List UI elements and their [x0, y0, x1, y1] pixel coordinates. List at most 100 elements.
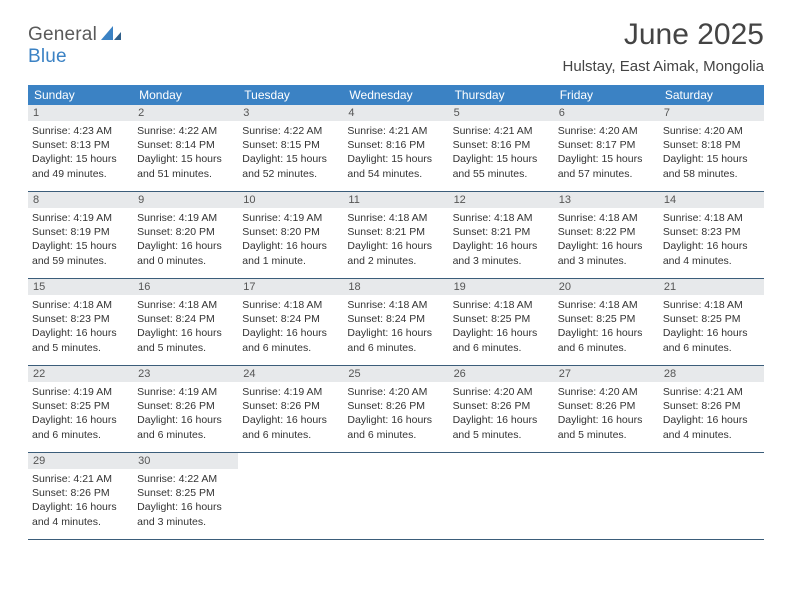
sunset-line: Sunset: 8:18 PM: [663, 138, 760, 152]
sunset-line: Sunset: 8:17 PM: [558, 138, 655, 152]
daylight-line-1: Daylight: 16 hours: [453, 239, 550, 253]
daylight-line-2: and 6 minutes.: [663, 341, 760, 355]
sunset-line: Sunset: 8:26 PM: [347, 399, 444, 413]
sunset-line: Sunset: 8:15 PM: [242, 138, 339, 152]
calendar-day: 25Sunrise: 4:20 AMSunset: 8:26 PMDayligh…: [343, 366, 448, 452]
sunrise-line: Sunrise: 4:18 AM: [558, 211, 655, 225]
daylight-line-2: and 57 minutes.: [558, 167, 655, 181]
title-block: June 2025 Hulstay, East Aimak, Mongolia: [563, 18, 764, 75]
daylight-line-1: Daylight: 16 hours: [242, 326, 339, 340]
calendar-day: 18 Sunrise: 4:18 AMSunset: 8:24 PMDayligh…: [343, 279, 448, 365]
sunset-line: Sunset: 8:25 PM: [663, 312, 760, 326]
daylight-line-1: Daylight: 16 hours: [137, 413, 234, 427]
daylight-line-2: and 6 minutes.: [242, 428, 339, 442]
month-title: June 2025: [563, 18, 764, 52]
day-number: 18: [343, 279, 448, 295]
daylight-line-1: Daylight: 16 hours: [558, 239, 655, 253]
daylight-line-2: and 55 minutes.: [453, 167, 550, 181]
calendar-day: 24Sunrise: 4:19 AMSunset: 8:26 PMDayligh…: [238, 366, 343, 452]
calendar-day: 16Sunrise: 4:18 AMSunset: 8:24 PMDayligh…: [133, 279, 238, 365]
day-number: 14: [659, 192, 764, 208]
sunrise-line: Sunrise: 4:21 AM: [663, 385, 760, 399]
day-header: Friday: [554, 85, 659, 105]
daylight-line-2: and 6 minutes.: [32, 428, 129, 442]
daylight-line-1: Daylight: 16 hours: [137, 239, 234, 253]
sunset-line: Sunset: 8:23 PM: [663, 225, 760, 239]
day-number: 20: [554, 279, 659, 295]
daylight-line-2: and 6 minutes.: [453, 341, 550, 355]
sunset-line: Sunset: 8:13 PM: [32, 138, 129, 152]
day-number: 9: [133, 192, 238, 208]
sunset-line: Sunset: 8:21 PM: [347, 225, 444, 239]
daylight-line-2: and 6 minutes.: [347, 341, 444, 355]
calendar-day: 6Sunrise: 4:20 AMSunset: 8:17 PMDaylight…: [554, 105, 659, 191]
calendar-day: 21Sunrise: 4:18 AMSunset: 8:25 PMDayligh…: [659, 279, 764, 365]
sunset-line: Sunset: 8:26 PM: [453, 399, 550, 413]
logo: General Blue: [28, 18, 121, 68]
sunset-line: Sunset: 8:25 PM: [558, 312, 655, 326]
daylight-line-1: Daylight: 15 hours: [347, 152, 444, 166]
day-header: Saturday: [659, 85, 764, 105]
calendar-day: 28Sunrise: 4:21 AMSunset: 8:26 PMDayligh…: [659, 366, 764, 452]
sunrise-line: Sunrise: 4:18 AM: [558, 298, 655, 312]
sunrise-line: Sunrise: 4:18 AM: [347, 211, 444, 225]
daylight-line-2: and 49 minutes.: [32, 167, 129, 181]
calendar: Sunday Monday Tuesday Wednesday Thursday…: [28, 85, 764, 540]
sunset-line: Sunset: 8:21 PM: [453, 225, 550, 239]
daylight-line-2: and 6 minutes.: [347, 428, 444, 442]
day-number: 23: [133, 366, 238, 382]
sunset-line: Sunset: 8:20 PM: [242, 225, 339, 239]
sunset-line: Sunset: 8:24 PM: [347, 312, 444, 326]
day-number: 6: [554, 105, 659, 121]
daylight-line-1: Daylight: 16 hours: [242, 413, 339, 427]
day-number: 5: [449, 105, 554, 121]
sunrise-line: Sunrise: 4:19 AM: [242, 385, 339, 399]
sunset-line: Sunset: 8:22 PM: [558, 225, 655, 239]
sunset-line: Sunset: 8:25 PM: [137, 486, 234, 500]
logo-sail-icon: [101, 26, 121, 45]
daylight-line-2: and 58 minutes.: [663, 167, 760, 181]
calendar-day: 10Sunrise: 4:19 AMSunset: 8:20 PMDayligh…: [238, 192, 343, 278]
sunrise-line: Sunrise: 4:23 AM: [32, 124, 129, 138]
sunrise-line: Sunrise: 4:19 AM: [242, 211, 339, 225]
daylight-line-2: and 5 minutes.: [453, 428, 550, 442]
daylight-line-1: Daylight: 16 hours: [453, 413, 550, 427]
day-header: Thursday: [449, 85, 554, 105]
sunset-line: Sunset: 8:26 PM: [137, 399, 234, 413]
calendar-day: 30Sunrise: 4:22 AMSunset: 8:25 PMDayligh…: [133, 453, 238, 539]
sunset-line: Sunset: 8:16 PM: [453, 138, 550, 152]
calendar-week: 29Sunrise: 4:21 AMSunset: 8:26 PMDayligh…: [28, 453, 764, 540]
sunrise-line: Sunrise: 4:22 AM: [242, 124, 339, 138]
calendar-day: 12Sunrise: 4:18 AMSunset: 8:21 PMDayligh…: [449, 192, 554, 278]
sunrise-line: Sunrise: 4:18 AM: [347, 298, 444, 312]
calendar-day: 17Sunrise: 4:18 AMSunset: 8:24 PMDayligh…: [238, 279, 343, 365]
calendar-day-empty: [449, 453, 554, 539]
daylight-line-1: Daylight: 16 hours: [663, 326, 760, 340]
sunset-line: Sunset: 8:26 PM: [558, 399, 655, 413]
daylight-line-1: Daylight: 16 hours: [558, 326, 655, 340]
day-number: 25: [343, 366, 448, 382]
sunrise-line: Sunrise: 4:19 AM: [137, 385, 234, 399]
day-number: 28: [659, 366, 764, 382]
day-header: Sunday: [28, 85, 133, 105]
calendar-day: 4Sunrise: 4:21 AMSunset: 8:16 PMDaylight…: [343, 105, 448, 191]
sunrise-line: Sunrise: 4:19 AM: [32, 385, 129, 399]
calendar-day: 7Sunrise: 4:20 AMSunset: 8:18 PMDaylight…: [659, 105, 764, 191]
location: Hulstay, East Aimak, Mongolia: [563, 58, 764, 75]
calendar-day: 5Sunrise: 4:21 AMSunset: 8:16 PMDaylight…: [449, 105, 554, 191]
daylight-line-1: Daylight: 16 hours: [347, 413, 444, 427]
calendar-day: 11Sunrise: 4:18 AMSunset: 8:21 PMDayligh…: [343, 192, 448, 278]
sunrise-line: Sunrise: 4:18 AM: [663, 211, 760, 225]
daylight-line-1: Daylight: 16 hours: [347, 326, 444, 340]
daylight-line-2: and 4 minutes.: [663, 254, 760, 268]
sunset-line: Sunset: 8:16 PM: [347, 138, 444, 152]
sunset-line: Sunset: 8:24 PM: [242, 312, 339, 326]
day-header: Tuesday: [238, 85, 343, 105]
calendar-day-empty: [238, 453, 343, 539]
daylight-line-2: and 2 minutes.: [347, 254, 444, 268]
calendar-day-empty: [659, 453, 764, 539]
daylight-line-2: and 5 minutes.: [32, 341, 129, 355]
day-number: 12: [449, 192, 554, 208]
sunset-line: Sunset: 8:14 PM: [137, 138, 234, 152]
sunrise-line: Sunrise: 4:22 AM: [137, 472, 234, 486]
